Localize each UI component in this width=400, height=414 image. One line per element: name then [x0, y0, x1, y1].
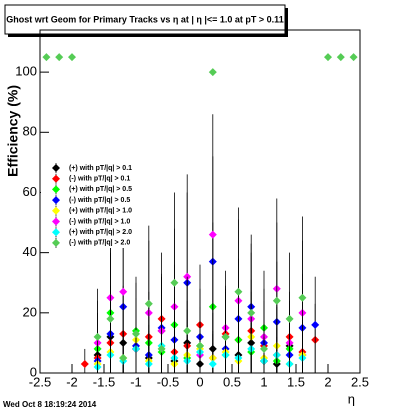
y-tick-label: 40: [23, 244, 37, 259]
y-tick-label: 0: [30, 364, 37, 379]
point: [234, 287, 243, 296]
legend-label: (+) with pT/|q| > 2.0: [69, 229, 132, 236]
x-tick-label: 0: [196, 374, 203, 389]
point: [42, 53, 51, 62]
y-tick-label: 100: [15, 64, 37, 79]
point: [55, 53, 64, 62]
x-tick-label: 0.5: [223, 374, 241, 389]
chart-title: Ghost wrt Geom for Primary Tracks vs η a…: [6, 14, 283, 24]
y-tick-label: 60: [23, 184, 37, 199]
point: [349, 53, 358, 62]
point: [208, 359, 217, 368]
point: [119, 287, 128, 296]
legend-label: (-) with pT/|q| > 0.1: [69, 176, 130, 183]
x-tick-label: -2.5: [29, 374, 51, 389]
x-tick-label: 1.5: [287, 374, 305, 389]
point: [208, 230, 217, 239]
legend-marker: [52, 238, 60, 247]
x-tick-label: -1.5: [93, 374, 115, 389]
point: [106, 314, 115, 323]
point: [221, 332, 230, 341]
legend-label: (-) with pT/|q| > 2.0: [69, 240, 130, 247]
legend-marker: [52, 174, 60, 183]
x-tick-label: 2: [324, 374, 331, 389]
point: [93, 332, 102, 341]
footer: Wed Oct 8 18:19:24 2014: [3, 400, 97, 409]
legend-marker: [52, 185, 60, 194]
x-tick-label: -1: [130, 374, 142, 389]
y-axis-label: Efficiency (%): [5, 85, 21, 177]
point: [208, 68, 217, 77]
legend-label: (+) with pT/|q| > 1.0: [69, 208, 132, 215]
y-tick-label: 80: [23, 124, 37, 139]
x-tick-label: 1: [260, 374, 267, 389]
point: [119, 353, 128, 362]
legend-marker: [52, 164, 60, 172]
point: [196, 341, 204, 350]
point: [336, 53, 345, 62]
x-tick-label: -2: [66, 374, 78, 389]
point: [260, 344, 268, 353]
legend-marker: [52, 217, 60, 226]
point: [132, 329, 140, 338]
point: [247, 308, 256, 317]
point: [298, 293, 307, 302]
legend-label: (-) with pT/|q| > 0.5: [69, 197, 130, 204]
x-axis-label: η: [348, 391, 355, 406]
legend-label: (+) with pT/|q| > 0.5: [69, 186, 132, 193]
point: [170, 278, 179, 287]
plot-area: [42, 53, 358, 373]
point: [324, 53, 332, 62]
point: [311, 320, 320, 329]
legend-marker: [52, 206, 60, 215]
legend-marker: [52, 228, 60, 237]
title-box: [4, 4, 286, 35]
point: [68, 53, 76, 62]
legend-marker: [52, 196, 60, 205]
point: [157, 344, 166, 353]
y-tick-label: 20: [23, 304, 37, 319]
legend-label: (+) with pT/|q| > 0.1: [69, 165, 132, 172]
x-tick-label: -0.5: [157, 374, 179, 389]
point: [183, 326, 192, 335]
point: [285, 314, 294, 323]
x-tick-label: 2.5: [351, 374, 369, 389]
point: [272, 296, 281, 305]
point: [144, 299, 153, 308]
legend-label: (-) with pT/|q| > 1.0: [69, 218, 130, 225]
point: [80, 359, 89, 368]
